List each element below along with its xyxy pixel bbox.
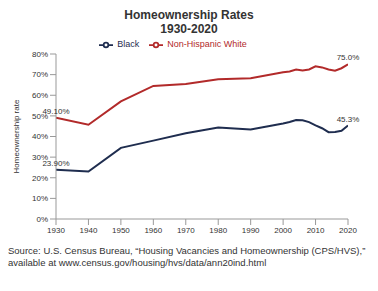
svg-text:1990: 1990 xyxy=(242,226,260,235)
svg-text:75.0%: 75.0% xyxy=(337,53,360,62)
svg-text:Homeownership rate: Homeownership rate xyxy=(12,99,21,173)
svg-text:60%: 60% xyxy=(32,91,48,100)
html-text:Black: Black xyxy=(117,39,140,50)
svg-text:1980: 1980 xyxy=(209,226,227,235)
svg-text:0%: 0% xyxy=(36,215,48,224)
svg-text:49.10%: 49.10% xyxy=(42,107,69,116)
svg-text:23.90%: 23.90% xyxy=(42,159,69,168)
html-text:Homeownership Rates: Homeownership Rates xyxy=(124,8,254,22)
svg-text:20%: 20% xyxy=(32,174,48,183)
html-text:Source: U.S. Census Bureau, “H: Source: U.S. Census Bureau, “Housing Vac… xyxy=(8,245,366,268)
svg-text:50%: 50% xyxy=(32,111,48,121)
svg-text:1940: 1940 xyxy=(80,226,98,235)
svg-text:2000: 2000 xyxy=(274,226,292,235)
svg-text:1970: 1970 xyxy=(177,226,195,235)
svg-text:80%: 80% xyxy=(32,50,48,59)
svg-text:1930: 1930 xyxy=(47,226,65,235)
html-text:1930-2020: 1930-2020 xyxy=(160,22,218,36)
svg-text:2020: 2020 xyxy=(339,226,357,235)
svg-text:40%: 40% xyxy=(32,132,48,141)
svg-text:2010: 2010 xyxy=(307,226,325,235)
svg-text:1950: 1950 xyxy=(112,226,130,235)
svg-text:10%: 10% xyxy=(32,194,48,203)
svg-text:1960: 1960 xyxy=(144,226,162,235)
svg-text:70%: 70% xyxy=(32,70,48,79)
svg-text:30%: 30% xyxy=(32,153,48,162)
html-text:Non-Hispanic White: Non-Hispanic White xyxy=(167,39,247,50)
svg-text:45.3%: 45.3% xyxy=(337,115,360,124)
